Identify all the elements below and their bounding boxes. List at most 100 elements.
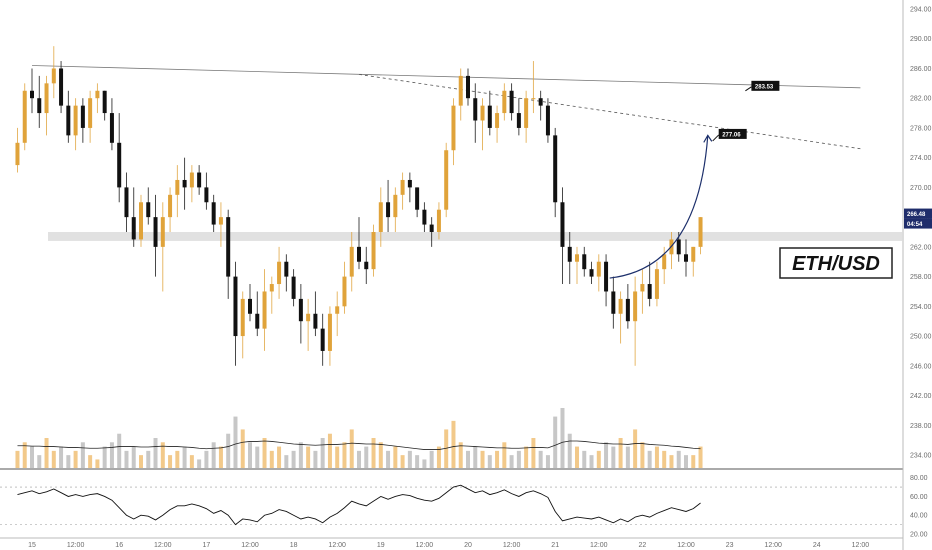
- candle-body: [502, 90, 507, 114]
- volume-bar: [22, 442, 27, 468]
- price-callout-bg: [718, 128, 747, 139]
- price-callout-label: 283.53: [755, 84, 774, 90]
- volume-bar: [233, 416, 238, 468]
- time-tick-label: 24: [813, 542, 821, 549]
- candle-body: [248, 298, 252, 314]
- candle-body: [95, 90, 100, 99]
- volume-ma-line: [17, 440, 701, 450]
- volume-bar: [168, 455, 173, 468]
- price-tick-label: 234.00: [910, 453, 932, 460]
- price-tick-label: 274.00: [910, 155, 932, 162]
- volume-bar: [327, 433, 332, 468]
- price-tick-label: 262.00: [910, 244, 932, 251]
- grid: [0, 0, 904, 550]
- candle-body: [277, 261, 282, 285]
- candle-body: [640, 284, 645, 292]
- candle-body: [684, 254, 688, 262]
- volume-bar: [589, 455, 594, 468]
- volume-bar: [444, 429, 449, 468]
- price-tick-label: 250.00: [910, 334, 932, 341]
- candle-body: [604, 261, 609, 292]
- volume-bar: [386, 450, 391, 468]
- last-price-tag-bg: [904, 208, 932, 219]
- volume-bar: [480, 450, 485, 468]
- volume-bar: [255, 446, 260, 468]
- projection-arrow-curve: [609, 135, 709, 279]
- volume-bar: [298, 442, 303, 468]
- oscillator-line: [17, 484, 701, 526]
- candle-body: [516, 113, 521, 128]
- time-tick-label: 12:00: [852, 542, 870, 549]
- candle-body: [386, 202, 391, 218]
- candle-body: [327, 313, 332, 351]
- candle-body: [211, 202, 216, 225]
- volume-bar: [364, 446, 369, 468]
- volume-bar: [509, 455, 514, 468]
- volume-bar: [284, 455, 289, 468]
- volume-bar: [117, 433, 122, 468]
- volume-bar: [51, 450, 56, 468]
- volume-bar: [618, 438, 623, 468]
- price-tick-label: 242.00: [910, 393, 932, 400]
- volume-bar: [197, 459, 202, 468]
- candle-body: [320, 328, 325, 351]
- volume-bar: [429, 450, 434, 468]
- candle-body: [102, 90, 107, 114]
- candle-body: [30, 90, 34, 99]
- price-tick-label: 258.00: [910, 274, 932, 281]
- volume-bar: [698, 446, 703, 468]
- volume-bar: [371, 438, 376, 468]
- volume-bar: [604, 442, 609, 468]
- candle-body: [22, 90, 27, 143]
- candle-body: [240, 298, 245, 337]
- time-tick-label: 18: [290, 542, 298, 549]
- candle-body: [371, 232, 376, 270]
- oscillator-tick-label: 20.00: [910, 532, 928, 539]
- candle-body: [335, 306, 340, 314]
- oscillator-tick-label: 80.00: [910, 475, 928, 482]
- candle-body: [269, 284, 274, 292]
- volume-bar: [524, 446, 529, 468]
- candle-body: [625, 298, 630, 322]
- candle-body: [633, 291, 638, 322]
- time-tick-label: 22: [639, 542, 647, 549]
- volume-bar: [95, 459, 100, 468]
- candle-body: [524, 98, 529, 128]
- candle-body: [444, 150, 449, 210]
- volume-bar: [516, 450, 521, 468]
- volume-bar: [567, 433, 572, 468]
- time-tick-label: 19: [377, 542, 385, 549]
- volume-bar: [654, 446, 659, 468]
- volume-bar: [531, 438, 536, 468]
- oscillator-pane: 80.00 60.00 40.00 20.00: [0, 475, 928, 539]
- candle-body: [458, 75, 463, 106]
- candle-body: [168, 194, 173, 218]
- trend-lines: [31, 65, 861, 150]
- candle-body: [349, 246, 354, 277]
- volume-bar: [59, 446, 64, 468]
- candle-body: [662, 254, 667, 270]
- candle-body: [255, 313, 260, 329]
- candle-body: [298, 298, 303, 322]
- price-tick-label: 238.00: [910, 423, 932, 430]
- candle-body: [66, 105, 71, 136]
- price-tick-label: 290.00: [910, 36, 932, 43]
- price-tick-label: 286.00: [910, 66, 932, 73]
- candle-body: [175, 179, 180, 195]
- volume-bar: [466, 450, 470, 468]
- candle-body: [117, 142, 122, 188]
- candle-body: [436, 209, 441, 232]
- candle-body: [560, 202, 565, 247]
- candle-body: [509, 90, 514, 114]
- volume-bar: [560, 408, 565, 468]
- candle-body: [647, 284, 652, 299]
- candle-body: [618, 298, 623, 314]
- volume-bar: [335, 446, 340, 468]
- price-tick-label: 282.00: [910, 96, 932, 103]
- volume-bar: [153, 438, 158, 468]
- candle-body: [422, 209, 427, 225]
- volume-bar: [109, 442, 114, 468]
- volume-bar: [320, 438, 325, 468]
